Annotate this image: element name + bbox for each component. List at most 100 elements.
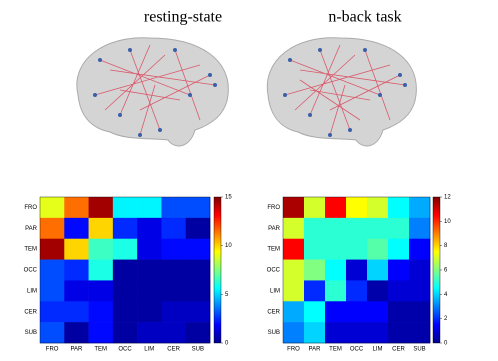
- heat-cell: [283, 322, 305, 344]
- heat-cell: [64, 217, 89, 240]
- heat-cell: [388, 238, 410, 260]
- heat-cell: [88, 280, 114, 302]
- heat-cell: [137, 217, 162, 240]
- brain-right: [266, 37, 417, 147]
- heat-cell: [64, 259, 89, 281]
- heat-cell: [185, 280, 211, 302]
- y-tick-label: OCC: [267, 268, 281, 274]
- heat-cell: [161, 280, 187, 302]
- heat-cell: [304, 280, 326, 302]
- heat-cell: [112, 280, 138, 302]
- heat-cell: [304, 322, 326, 344]
- colorbar-tick-label: 10: [225, 243, 232, 249]
- heat-cell: [185, 322, 211, 344]
- colorbar-tick-label: 2: [444, 316, 448, 322]
- heat-cell: [137, 301, 162, 323]
- heat-cell: [409, 217, 431, 240]
- x-tick-label: SUB: [192, 347, 204, 353]
- colorbar: [432, 196, 441, 344]
- heat-cell: [40, 259, 65, 281]
- heat-cell: [40, 280, 65, 302]
- heat-cell: [409, 280, 431, 302]
- heat-cell: [388, 301, 410, 323]
- heat-cell: [346, 301, 368, 323]
- heat-cell: [88, 301, 114, 323]
- heat-cell: [185, 301, 211, 323]
- x-tick-label: LIM: [372, 347, 382, 353]
- heat-cell: [346, 280, 368, 302]
- heat-cell: [161, 238, 187, 260]
- heat-cell: [185, 217, 211, 240]
- colorbar-tick-label: 10: [444, 219, 451, 225]
- heat-cell: [325, 259, 347, 281]
- heat-cell: [112, 322, 138, 344]
- heat-cell: [137, 280, 162, 302]
- heat-cell: [325, 322, 347, 344]
- heat-cell: [325, 197, 347, 219]
- heat-cell: [88, 197, 114, 219]
- x-tick-label: PAR: [70, 347, 83, 353]
- heat-cell: [409, 197, 431, 219]
- heat-cell: [112, 197, 138, 219]
- heat-cell: [88, 259, 114, 281]
- heat-cell: [346, 259, 368, 281]
- colorbar-tick-label: 5: [225, 292, 229, 298]
- x-tick-label: OCC: [118, 347, 132, 353]
- heat-cell: [64, 197, 89, 219]
- heat-cell: [185, 238, 211, 260]
- heat-cell: [161, 217, 187, 240]
- heat-cell: [161, 322, 187, 344]
- heat-cell: [367, 197, 389, 219]
- colorbar-tick-label: 15: [225, 195, 232, 201]
- heat-cell: [304, 259, 326, 281]
- y-tick-label: TEM: [24, 247, 37, 253]
- x-tick-label: PAR: [309, 347, 322, 353]
- y-tick-label: LIM: [270, 288, 280, 294]
- heat-cell: [137, 259, 162, 281]
- heat-cell: [283, 301, 305, 323]
- colorbar-tick-label: 4: [444, 292, 448, 298]
- x-tick-label: TEM: [329, 347, 342, 353]
- heat-cell: [409, 322, 431, 344]
- heat-cell: [304, 197, 326, 219]
- heat-cell: [283, 197, 305, 219]
- heat-cell: [367, 322, 389, 344]
- heat-cell: [304, 238, 326, 260]
- heat-cell: [346, 197, 368, 219]
- heat-cell: [304, 217, 326, 240]
- heat-cell: [325, 301, 347, 323]
- heat-cell: [40, 322, 65, 344]
- heat-cell: [112, 259, 138, 281]
- heat-cell: [388, 217, 410, 240]
- x-tick-label: SUB: [413, 347, 425, 353]
- y-tick-label: FRO: [24, 205, 37, 211]
- heat-cell: [40, 238, 65, 260]
- x-tick-label: CER: [392, 347, 405, 353]
- heat-cell: [137, 197, 162, 219]
- y-tick-label: CER: [24, 309, 37, 315]
- x-tick-label: FRO: [287, 347, 300, 353]
- colorbar-tick-label: 8: [444, 243, 448, 249]
- colorbar-tick-label: 0: [444, 341, 448, 347]
- colorbar-tick-label: 6: [444, 268, 448, 274]
- heat-cell: [185, 259, 211, 281]
- heat-cell: [388, 280, 410, 302]
- heat-cell: [112, 217, 138, 240]
- x-tick-label: CER: [167, 347, 180, 353]
- heat-cell: [346, 217, 368, 240]
- heat-cell: [283, 280, 305, 302]
- y-tick-label: FRO: [267, 205, 280, 211]
- heat-cell: [64, 322, 89, 344]
- y-tick-label: SUB: [268, 330, 280, 336]
- colorbar-tick-label: 0: [225, 341, 229, 347]
- heat-cell: [346, 322, 368, 344]
- heat-cell: [161, 197, 187, 219]
- heat-cell: [64, 301, 89, 323]
- heat-cell: [367, 259, 389, 281]
- heat-cell: [88, 238, 114, 260]
- x-tick-label: FRO: [46, 347, 59, 353]
- heat-cell: [40, 301, 65, 323]
- x-tick-label: LIM: [144, 347, 154, 353]
- y-tick-label: OCC: [24, 268, 38, 274]
